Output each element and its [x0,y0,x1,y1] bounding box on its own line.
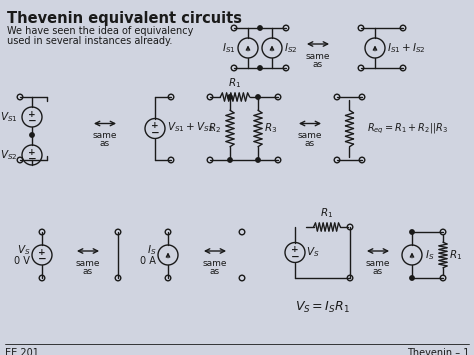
Text: $I_{S1}+I_{S2}$: $I_{S1}+I_{S2}$ [387,41,426,55]
Text: $R_1$: $R_1$ [449,248,462,262]
Text: EE 201: EE 201 [5,348,39,355]
Text: −: − [151,127,159,137]
Text: same: same [93,131,117,141]
Text: as: as [373,267,383,276]
Text: as: as [210,267,220,276]
Text: $V_{S1}$: $V_{S1}$ [0,110,18,124]
Text: $V_{S1}+V_{S2}$: $V_{S1}+V_{S2}$ [167,121,214,135]
Text: $R_1$: $R_1$ [228,76,242,90]
Circle shape [410,276,414,280]
Text: as: as [83,267,93,276]
Text: −: − [37,254,46,264]
Text: same: same [306,52,330,61]
Text: $V_{S2}$: $V_{S2}$ [0,148,18,162]
Text: −: − [27,116,36,126]
Circle shape [410,230,414,234]
Text: $I_S$: $I_S$ [146,243,156,257]
Text: same: same [298,131,322,141]
Circle shape [258,66,262,70]
Text: $I_{S1}$: $I_{S1}$ [222,41,236,55]
Text: $R_3$: $R_3$ [264,122,277,135]
Circle shape [228,95,232,99]
Text: as: as [313,60,323,69]
Circle shape [258,26,262,30]
Text: $R_2$: $R_2$ [208,122,221,135]
Text: as: as [100,140,110,148]
Text: $V_S$: $V_S$ [306,246,319,260]
Text: used in several instances already.: used in several instances already. [7,36,173,46]
Text: as: as [305,140,315,148]
Text: −: − [291,251,300,262]
Text: +: + [151,121,159,131]
Text: Thevenin – 1: Thevenin – 1 [407,348,469,355]
Circle shape [256,95,260,99]
Text: $V_S$: $V_S$ [17,243,30,257]
Text: same: same [366,259,390,268]
Text: same: same [76,259,100,268]
Text: $V_S = I_S R_1$: $V_S = I_S R_1$ [295,300,350,315]
Text: 0 V: 0 V [14,256,30,266]
Text: $I_S$: $I_S$ [425,248,435,262]
Text: Thevenin equivalent circuits: Thevenin equivalent circuits [7,11,242,26]
Text: same: same [203,259,227,268]
Text: We have seen the idea of equivalency: We have seen the idea of equivalency [7,26,193,36]
Text: $R_1$: $R_1$ [320,206,334,220]
Text: +: + [28,148,36,157]
Text: +: + [38,248,46,257]
Text: $I_{S2}$: $I_{S2}$ [284,41,298,55]
Circle shape [228,158,232,162]
Text: +: + [291,246,299,255]
Text: +: + [28,110,36,119]
Circle shape [30,133,34,137]
Circle shape [256,158,260,162]
Text: 0 A: 0 A [140,256,156,266]
Text: $R_{eq} = R_1 + R_2||R_3$: $R_{eq} = R_1 + R_2||R_3$ [367,121,448,136]
Text: −: − [27,154,36,164]
